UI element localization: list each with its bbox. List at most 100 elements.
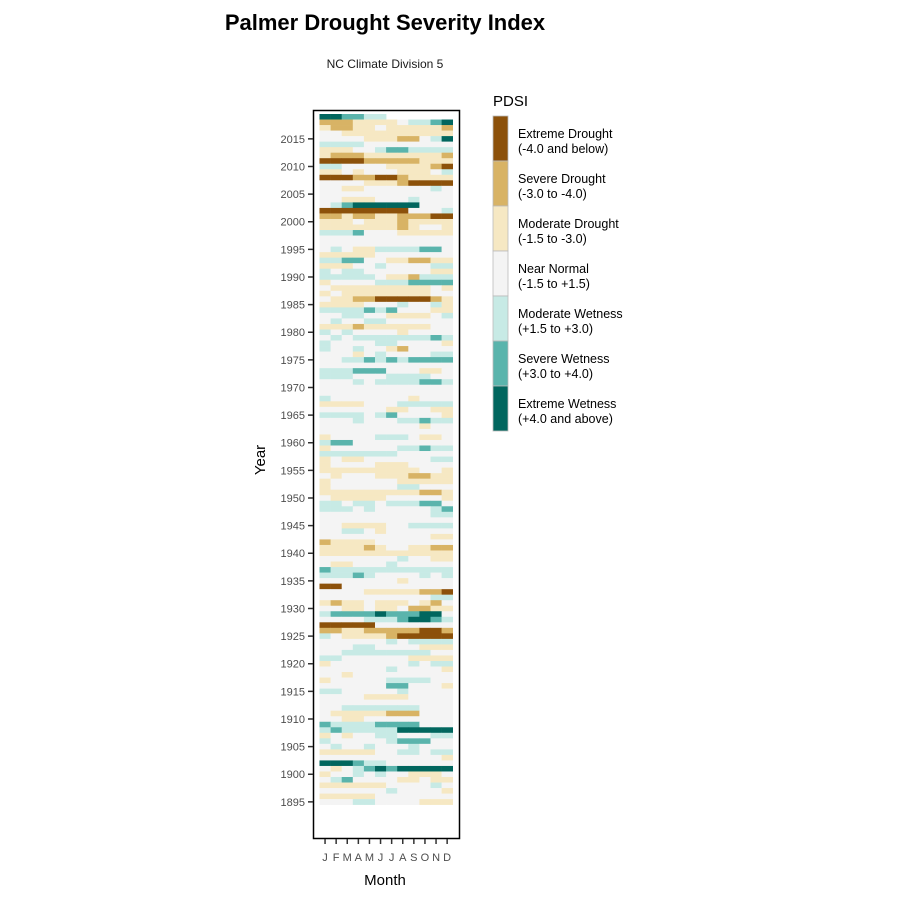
x-tick-label: N — [432, 852, 440, 864]
heatmap-cell — [386, 395, 398, 402]
heatmap-cell — [441, 649, 453, 656]
heatmap-cell — [397, 517, 409, 524]
heatmap-cell — [419, 672, 431, 678]
heatmap-cell — [341, 417, 354, 424]
heatmap-cell — [341, 500, 354, 507]
heatmap-cell — [419, 323, 431, 330]
heatmap-cell — [441, 572, 453, 579]
heatmap-cell — [441, 456, 453, 463]
heatmap-cell — [386, 207, 398, 214]
heatmap-cell — [330, 638, 342, 645]
heatmap-cell — [363, 694, 376, 700]
heatmap-cell — [386, 390, 398, 397]
heatmap-cell — [363, 583, 376, 590]
heatmap-cell — [352, 125, 365, 131]
heatmap-cell — [330, 235, 342, 242]
heatmap-cell — [386, 511, 398, 518]
heatmap-cell — [341, 401, 354, 408]
heatmap-cell — [441, 268, 453, 275]
heatmap-cell — [341, 556, 354, 562]
x-tick-label: F — [333, 852, 340, 864]
heatmap-cell — [352, 522, 365, 529]
heatmap-cell — [352, 710, 365, 717]
heatmap-cell — [319, 660, 331, 667]
heatmap-cell — [386, 125, 398, 131]
heatmap-cell — [352, 627, 365, 634]
heatmap-cell — [419, 390, 431, 397]
heatmap-cell — [430, 511, 442, 518]
heatmap-cell — [386, 351, 398, 358]
heatmap-cell — [397, 257, 409, 264]
heatmap-cell — [419, 605, 431, 612]
heatmap-cell — [430, 561, 442, 568]
heatmap-cell — [419, 141, 431, 148]
y-tick-label: 1985 — [281, 300, 305, 312]
heatmap-cell — [330, 633, 342, 640]
x-tick-label: J — [389, 852, 395, 864]
heatmap-cell — [319, 445, 331, 452]
heatmap-cell — [419, 130, 431, 137]
heatmap-cell — [341, 517, 354, 524]
heatmap-cell — [386, 417, 398, 424]
heatmap-cell — [430, 478, 442, 485]
heatmap-cell — [319, 246, 331, 253]
heatmap-cell — [397, 263, 409, 270]
heatmap-cell — [441, 257, 453, 264]
heatmap-cell — [330, 749, 342, 756]
heatmap-cell — [352, 335, 365, 341]
heatmap-cell — [419, 428, 431, 435]
heatmap-cell — [386, 528, 398, 535]
heatmap-cell — [352, 473, 365, 479]
heatmap-cell — [363, 705, 376, 712]
heatmap-cell — [408, 638, 420, 645]
heatmap-cell — [408, 147, 420, 153]
heatmap-cell — [319, 484, 331, 491]
heatmap-cell — [419, 235, 431, 242]
heatmap-cell — [319, 406, 331, 413]
heatmap-cell — [330, 158, 342, 165]
heatmap-cell — [352, 423, 365, 430]
heatmap-cell — [397, 130, 409, 137]
heatmap-cell — [386, 357, 398, 363]
heatmap-cell — [319, 401, 331, 408]
heatmap-cell — [386, 174, 398, 181]
heatmap-cell — [430, 423, 442, 430]
heatmap-cell — [363, 473, 376, 479]
heatmap-cell — [319, 649, 331, 656]
heatmap-cell — [363, 362, 376, 369]
heatmap-cell — [397, 390, 409, 397]
heatmap-cell — [408, 572, 420, 579]
heatmap-cell — [319, 451, 331, 457]
heatmap-cell — [408, 705, 420, 712]
heatmap-cell — [375, 660, 387, 667]
heatmap-cell — [408, 373, 420, 380]
heatmap-cell — [363, 589, 376, 595]
heatmap-cell — [397, 799, 409, 805]
heatmap-cell — [375, 312, 387, 319]
heatmap-cell — [352, 478, 365, 485]
heatmap-cell — [330, 401, 342, 408]
heatmap-cell — [330, 224, 342, 231]
heatmap-cell — [386, 362, 398, 369]
heatmap-cell — [419, 550, 431, 557]
heatmap-cell — [330, 799, 342, 805]
heatmap-cell — [397, 152, 409, 159]
heatmap-cell — [386, 500, 398, 507]
heatmap-cell — [386, 489, 398, 496]
heatmap-cell — [352, 395, 365, 402]
heatmap-cell — [319, 694, 331, 700]
heatmap-cell — [386, 644, 398, 651]
heatmap-cell — [319, 627, 331, 634]
heatmap-cell — [408, 428, 420, 435]
heatmap-cell — [430, 412, 442, 419]
heatmap-cell — [363, 274, 376, 281]
heatmap-cell — [419, 379, 431, 386]
heatmap-cell — [397, 644, 409, 651]
heatmap-cell — [441, 699, 453, 706]
heatmap-cell — [352, 163, 365, 170]
heatmap-cell — [419, 644, 431, 651]
heatmap-cell — [375, 533, 387, 540]
heatmap-cell — [430, 163, 442, 170]
y-tick-label: 1900 — [281, 769, 305, 781]
